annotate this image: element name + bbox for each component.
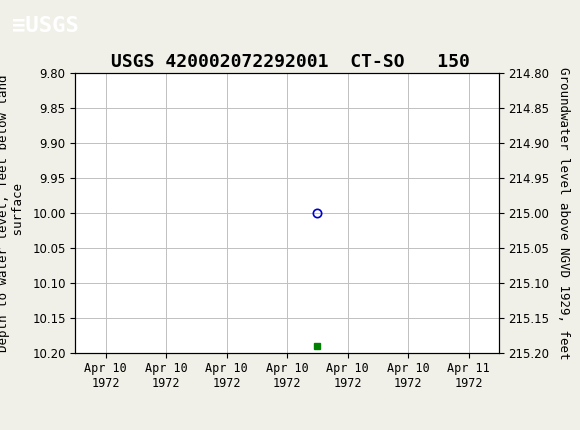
Text: USGS 420002072292001  CT-SO   150: USGS 420002072292001 CT-SO 150 [111,53,469,71]
Y-axis label: Groundwater level above NGVD 1929, feet: Groundwater level above NGVD 1929, feet [557,67,570,359]
Text: ≡USGS: ≡USGS [12,16,78,36]
Y-axis label: Depth to water level, feet below land
 surface: Depth to water level, feet below land su… [0,74,26,352]
